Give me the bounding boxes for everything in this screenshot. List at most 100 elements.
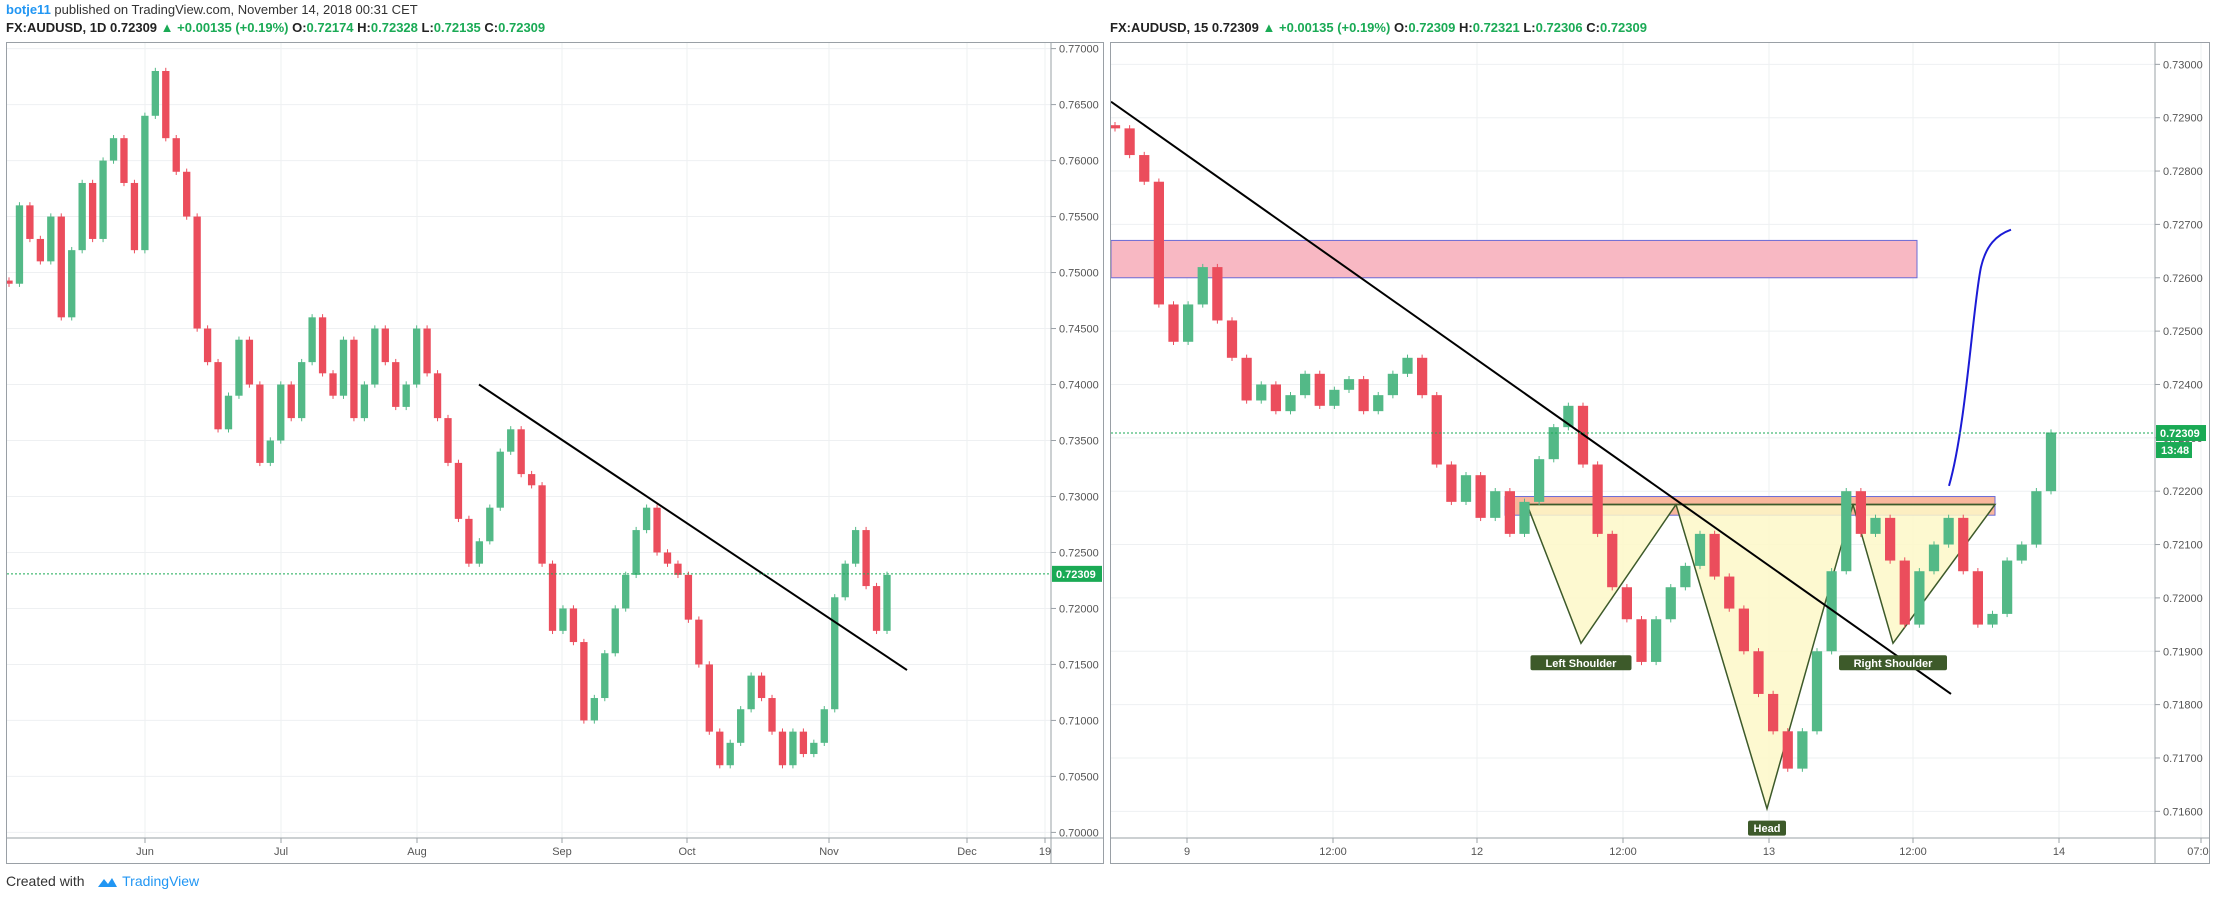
y-tick-label: 0.73000 — [1059, 491, 1099, 503]
candle-body — [1417, 357, 1428, 396]
candle-body — [1460, 475, 1472, 502]
right-close: 0.72309 — [1599, 20, 1647, 35]
right-trendline — [1110, 100, 1952, 695]
y-tick-label: 0.72500 — [1059, 547, 1099, 559]
candle-body — [1183, 304, 1194, 342]
candle-body — [2016, 544, 2027, 561]
left-chart-panel[interactable]: 0.77000 0.76500 0.76000 0.75500 0.75000 0.745… — [5, 42, 1104, 864]
candle-body — [402, 384, 410, 407]
y-tick-label: 0.73500 — [1059, 436, 1099, 448]
candle-body — [88, 182, 97, 239]
tradingview-link[interactable]: TradingView — [122, 873, 200, 889]
y-tick-label: 0.72500 — [2163, 326, 2203, 338]
candle-body — [1124, 128, 1135, 156]
candle-body — [1256, 384, 1267, 401]
candle-body — [1885, 517, 1896, 561]
candle-body — [465, 518, 473, 564]
candle-body — [1724, 576, 1735, 609]
candle-body — [109, 138, 118, 161]
candle-body — [1943, 517, 1954, 545]
candle-body — [778, 731, 787, 766]
candle-body — [831, 597, 839, 710]
left-x-axis: Jun Jul Aug Sep Oct Nov Dec 19 — [136, 838, 1051, 858]
candle-body — [1212, 267, 1223, 321]
candle-body — [538, 485, 546, 564]
candle-body — [632, 530, 640, 575]
right-chart-panel[interactable]: 0.73000 0.72900 0.72800 0.72700 0.72600 0.725… — [1109, 42, 2214, 864]
y-tick-label: 0.70500 — [1059, 771, 1099, 783]
resistance-zone — [1110, 239, 1918, 279]
candle-body — [1782, 731, 1793, 769]
author-link[interactable]: botje11 — [6, 2, 51, 17]
candle-body — [872, 586, 881, 631]
candle-body — [2031, 491, 2042, 545]
candle-body — [78, 182, 86, 251]
candle-body — [810, 742, 818, 755]
right-price-tag — [2156, 425, 2206, 442]
candle-body — [862, 530, 870, 587]
candle-body — [1446, 464, 1457, 502]
candle-body — [486, 507, 494, 542]
candle-body — [726, 742, 734, 766]
created-with-text: Created with — [6, 873, 85, 889]
x-tick-label: Nov — [819, 846, 839, 858]
candle-body — [141, 115, 149, 251]
candle-body — [277, 384, 285, 441]
candle-body — [339, 339, 348, 396]
candle-body — [235, 339, 243, 396]
left-high: 0.72328 — [370, 20, 418, 35]
y-tick-label: 0.76500 — [1059, 100, 1099, 112]
right-candles — [1109, 122, 2057, 772]
candle-body — [193, 216, 201, 329]
candle-body — [559, 608, 567, 631]
left-price-tag-text: 0.72309 — [1056, 569, 1096, 581]
pattern-labels: Left Shoulder Head Right Shoulder — [1530, 655, 1947, 836]
candle-body — [454, 462, 463, 519]
candle-body — [1300, 373, 1311, 396]
right-open: 0.72309 — [1408, 20, 1456, 35]
left-legend: FX:AUDUSD, 1D 0.72309 ▲ +0.00135 (+0.19%… — [6, 20, 546, 35]
candle-body — [5, 280, 13, 284]
x-tick-label: 12:00 — [1899, 846, 1927, 858]
candle-body — [1139, 155, 1150, 182]
candle-body — [705, 664, 713, 732]
candle-body — [507, 429, 515, 452]
candle-body — [172, 138, 180, 172]
candle-body — [611, 608, 619, 654]
y-tick-label: 0.70000 — [1059, 827, 1099, 839]
right-chart[interactable]: 0.73000 0.72900 0.72800 0.72700 0.72600 0.725… — [1109, 43, 2214, 863]
y-tick-label: 0.75500 — [1059, 212, 1099, 224]
candle-body — [1899, 560, 1910, 625]
pattern-label-bg — [1839, 655, 1947, 671]
x-tick-label: 07:00 — [2187, 846, 2209, 858]
candle-body — [737, 709, 745, 743]
left-interval: 1D — [89, 20, 107, 35]
y-tick-label: 0.72400 — [2163, 379, 2203, 391]
candle-body — [883, 574, 891, 631]
candle-body — [1168, 304, 1179, 342]
left-chart[interactable]: 0.77000 0.76500 0.76000 0.75500 0.75000 0.745… — [5, 43, 1103, 863]
y-tick-label: 0.74000 — [1059, 380, 1099, 392]
candle-body — [841, 563, 849, 598]
y-tick-label: 0.71800 — [2163, 700, 2203, 712]
candle-body — [548, 563, 557, 631]
right-x-axis: 9 12:00 12 12:00 13 12:00 14 07:00 — [1184, 838, 2214, 858]
y-tick-label: 0.72000 — [1059, 603, 1099, 615]
candle-body — [371, 328, 379, 385]
candle-body — [308, 317, 316, 363]
candle-body — [224, 395, 233, 430]
candle-body — [1636, 619, 1647, 662]
x-tick-label: 12 — [1471, 846, 1483, 858]
candle-body — [1811, 651, 1823, 732]
footer: Created with TradingView — [6, 873, 199, 889]
right-legend: FX:AUDUSD, 15 0.72309 ▲ +0.00135 (+0.19%… — [1110, 20, 1647, 35]
countdown-text: 13:48 — [2161, 445, 2189, 457]
y-tick-label: 0.71700 — [2163, 753, 2203, 765]
candle-body — [214, 362, 222, 430]
y-tick-label: 0.74500 — [1059, 324, 1099, 336]
candle-body — [851, 530, 860, 564]
x-tick-label: 9 — [1184, 846, 1190, 858]
candle-body — [580, 642, 588, 721]
candle-body — [360, 384, 369, 419]
candle-body — [527, 474, 536, 486]
